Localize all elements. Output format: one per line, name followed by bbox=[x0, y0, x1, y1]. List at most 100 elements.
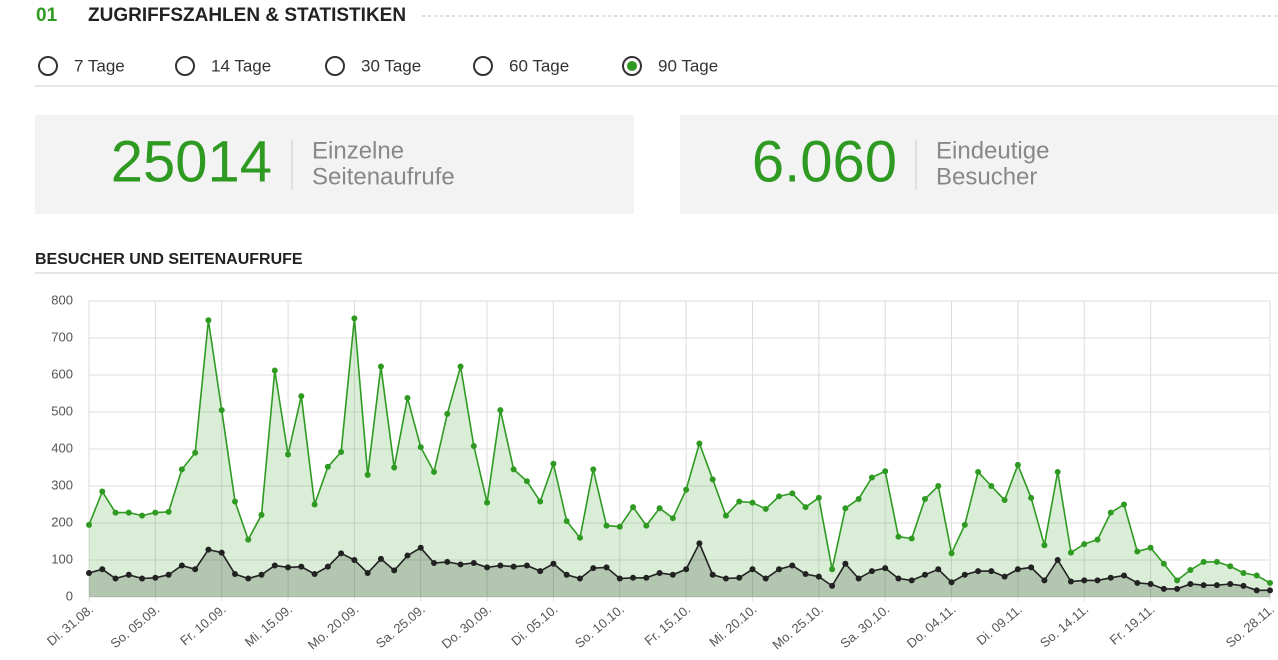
point bbox=[364, 471, 371, 478]
point bbox=[1267, 579, 1273, 586]
x-tick-label: Sa. 25.09. bbox=[373, 601, 428, 651]
stat-label: Eindeutige bbox=[936, 137, 1049, 164]
radio[interactable] bbox=[325, 56, 345, 76]
radio[interactable] bbox=[175, 56, 195, 76]
point bbox=[417, 544, 424, 551]
radio-dot bbox=[627, 61, 637, 71]
point bbox=[510, 563, 517, 570]
point bbox=[1054, 468, 1061, 475]
point bbox=[776, 566, 783, 573]
point bbox=[908, 535, 915, 542]
point bbox=[1200, 582, 1207, 589]
point bbox=[935, 566, 942, 573]
point bbox=[762, 575, 769, 582]
point bbox=[324, 563, 331, 570]
point bbox=[377, 555, 384, 562]
point bbox=[1253, 587, 1260, 594]
point bbox=[1134, 579, 1141, 586]
point bbox=[125, 509, 132, 516]
point bbox=[205, 546, 212, 553]
point bbox=[948, 550, 955, 557]
point bbox=[1041, 577, 1048, 584]
point bbox=[311, 571, 318, 578]
radio[interactable] bbox=[473, 56, 493, 76]
radio[interactable] bbox=[38, 56, 58, 76]
point bbox=[722, 512, 729, 519]
point bbox=[1160, 560, 1167, 567]
y-tick-label: 700 bbox=[51, 329, 73, 344]
point bbox=[630, 574, 637, 581]
point bbox=[271, 562, 278, 569]
point bbox=[86, 521, 92, 528]
point bbox=[961, 571, 968, 578]
point bbox=[550, 460, 557, 467]
point bbox=[656, 569, 663, 576]
point bbox=[470, 559, 477, 566]
point bbox=[762, 505, 769, 512]
point bbox=[709, 476, 716, 483]
point bbox=[178, 562, 185, 569]
point bbox=[245, 536, 252, 543]
point bbox=[152, 574, 159, 581]
point bbox=[815, 573, 822, 580]
point bbox=[1240, 582, 1247, 589]
radio-label[interactable]: 14 Tage bbox=[211, 56, 271, 75]
x-tick-label: Sa. 30.10. bbox=[837, 601, 892, 651]
x-tick-label: Fr. 15.10. bbox=[642, 601, 694, 648]
point bbox=[656, 505, 663, 512]
point bbox=[855, 495, 862, 502]
point bbox=[1187, 566, 1194, 573]
point bbox=[311, 501, 318, 508]
point bbox=[1001, 573, 1008, 580]
point bbox=[404, 394, 411, 401]
y-tick-label: 200 bbox=[51, 514, 73, 529]
point bbox=[112, 509, 119, 516]
radio-label[interactable]: 60 Tage bbox=[509, 56, 569, 75]
y-tick-label: 100 bbox=[51, 551, 73, 566]
point bbox=[285, 451, 292, 458]
point bbox=[484, 499, 491, 506]
point bbox=[736, 498, 743, 505]
point bbox=[99, 566, 106, 573]
point bbox=[231, 571, 238, 578]
point bbox=[165, 508, 172, 515]
point bbox=[669, 515, 676, 522]
x-tick-label: Do. 04.11. bbox=[904, 601, 959, 650]
point bbox=[112, 575, 119, 582]
point bbox=[99, 488, 106, 495]
radio-label[interactable]: 30 Tage bbox=[361, 56, 421, 75]
point bbox=[139, 575, 146, 582]
point bbox=[576, 534, 583, 541]
x-tick-label: So. 10.10. bbox=[572, 601, 627, 651]
point bbox=[1107, 574, 1114, 581]
point bbox=[802, 571, 809, 578]
radio-label[interactable]: 7 Tage bbox=[74, 56, 125, 75]
x-tick-label: Fr. 19.11. bbox=[1107, 601, 1158, 647]
point bbox=[1213, 582, 1220, 589]
point bbox=[1213, 558, 1220, 565]
area bbox=[89, 543, 1270, 597]
point bbox=[895, 575, 902, 582]
point bbox=[696, 540, 703, 547]
point bbox=[1200, 558, 1207, 565]
point bbox=[722, 575, 729, 582]
point bbox=[431, 468, 438, 475]
point bbox=[1041, 542, 1048, 549]
point bbox=[431, 559, 438, 566]
point bbox=[1121, 572, 1128, 579]
point bbox=[470, 443, 477, 450]
x-tick-label: Mi. 20.10. bbox=[706, 601, 759, 649]
y-tick-label: 0 bbox=[66, 588, 73, 603]
point bbox=[868, 568, 875, 575]
stat-label: Besucher bbox=[936, 163, 1037, 190]
radio-label[interactable]: 90 Tage bbox=[658, 56, 718, 75]
point bbox=[749, 499, 756, 506]
point bbox=[590, 565, 597, 572]
point bbox=[537, 498, 544, 505]
point bbox=[842, 505, 849, 512]
x-tick-label: So. 14.11. bbox=[1037, 601, 1091, 650]
point bbox=[590, 466, 597, 473]
point bbox=[749, 566, 756, 573]
point bbox=[935, 483, 942, 489]
